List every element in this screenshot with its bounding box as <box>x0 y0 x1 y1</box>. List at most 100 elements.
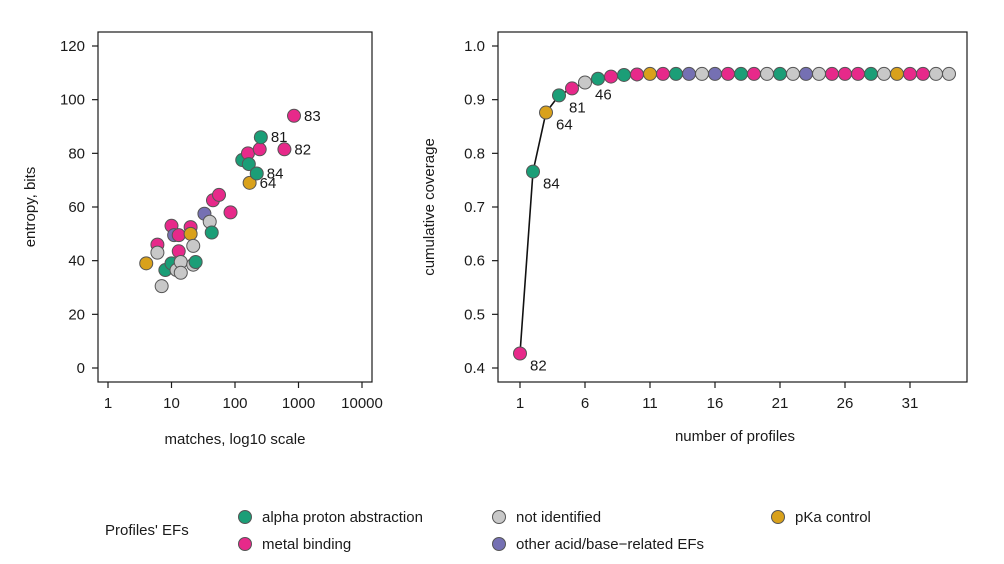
legend-title: Profiles' EFs <box>105 522 189 539</box>
coverage-point <box>513 346 527 361</box>
scatter-point <box>154 279 169 294</box>
coverage-x-tick-label: 26 <box>837 395 854 412</box>
scatter-point <box>241 157 256 172</box>
scatter-point <box>183 226 198 241</box>
coverage-point <box>877 66 891 81</box>
coverage-point <box>656 66 670 81</box>
legend-entry-metal-binding: metal binding <box>238 536 351 553</box>
scatter-point <box>186 238 201 253</box>
coverage-point-label: 82 <box>530 358 547 375</box>
scatter-y-tick-label: 40 <box>68 253 85 270</box>
scatter-x-tick-label: 1 <box>104 395 112 412</box>
scatter-y-axis-label: entropy, bits <box>22 167 39 248</box>
coverage-y-tick-label: 1.0 <box>464 38 485 55</box>
legend-label-other-acid-base: other acid/base−related EFs <box>516 536 704 553</box>
coverage-point <box>682 66 696 81</box>
scatter-point <box>212 187 227 202</box>
scatter-point <box>171 228 186 243</box>
coverage-point <box>786 66 800 81</box>
coverage-point <box>864 66 878 81</box>
scatter-point-label: 83 <box>304 108 321 125</box>
coverage-point <box>799 66 813 81</box>
scatter-axis-ticks: 1 10 100 1000 10000 0 20 40 60 80 100 120 <box>60 38 383 412</box>
scatter-point <box>249 166 264 181</box>
coverage-y-tick-label: 0.4 <box>464 360 485 377</box>
coverage-point <box>578 75 592 90</box>
coverage-point <box>695 66 709 81</box>
coverage-point <box>734 66 748 81</box>
coverage-point <box>812 66 826 81</box>
legend-entry-not-identified: not identified <box>492 509 601 526</box>
coverage-point <box>565 81 579 96</box>
coverage-point <box>552 88 566 103</box>
scatter-point <box>150 245 165 260</box>
legend-swatch-other-acid-base <box>492 537 506 551</box>
coverage-point <box>916 66 930 81</box>
coverage-y-axis-label: cumulative coverage <box>421 138 438 276</box>
scatter-x-tick-label: 10000 <box>341 395 383 412</box>
coverage-x-axis-label: number of profiles <box>675 428 795 445</box>
coverage-axis-ticks: 1 6 11 16 21 26 310.40.50.60.70.80.91.0 <box>464 38 918 412</box>
coverage-point <box>708 66 722 81</box>
legend-label-pka-control: pKa control <box>795 509 871 526</box>
coverage-point <box>890 66 904 81</box>
coverage-y-tick-label: 0.8 <box>464 145 485 162</box>
coverage-point <box>539 105 553 120</box>
coverage-point <box>526 164 540 179</box>
coverage-point <box>721 66 735 81</box>
coverage-y-tick-label: 0.9 <box>464 92 485 109</box>
coverage-point <box>825 66 839 81</box>
coverage-point-label: 84 <box>543 176 560 193</box>
scatter-y-tick-label: 80 <box>68 145 85 162</box>
coverage-point-label: 81 <box>569 99 586 116</box>
coverage-point-label: 46 <box>595 86 612 103</box>
coverage-point <box>747 66 761 81</box>
coverage-y-tick-label: 0.6 <box>464 253 485 270</box>
coverage-panel: 1 6 11 16 21 26 310.40.50.60.70.80.91.0 828464… <box>421 31 968 445</box>
coverage-point <box>903 66 917 81</box>
scatter-point-label: 84 <box>267 165 284 182</box>
coverage-point-label: 64 <box>556 117 573 134</box>
scatter-point <box>204 225 219 240</box>
scatter-point <box>139 256 154 271</box>
scatter-point <box>253 130 268 145</box>
coverage-x-tick-label: 11 <box>642 395 658 412</box>
coverage-x-tick-label: 21 <box>772 395 789 412</box>
coverage-point <box>604 69 618 84</box>
scatter-point <box>252 142 267 157</box>
legend-swatch-not-identified <box>492 510 506 524</box>
legend-label-alpha-proton-abstraction: alpha proton abstraction <box>262 509 423 526</box>
scatter-y-tick-label: 0 <box>77 360 85 377</box>
coverage-point <box>760 66 774 81</box>
scatter-point <box>287 108 302 123</box>
scatter-point <box>223 205 238 220</box>
coverage-x-tick-label: 6 <box>581 395 589 412</box>
coverage-y-tick-label: 0.5 <box>464 306 485 323</box>
scatter-point-label: 81 <box>271 129 288 146</box>
coverage-point <box>630 67 644 82</box>
scatter-point <box>188 255 203 270</box>
coverage-x-tick-label: 16 <box>707 395 724 412</box>
scatter-x-tick-label: 1000 <box>282 395 315 412</box>
scatter-y-tick-label: 60 <box>68 199 85 216</box>
legend-swatch-metal-binding <box>238 537 252 551</box>
scatter-x-tick-label: 10 <box>163 395 180 412</box>
scatter-y-tick-label: 20 <box>68 306 85 323</box>
legend-swatch-alpha-proton-abstraction <box>238 510 252 524</box>
coverage-point <box>591 71 605 86</box>
coverage-x-tick-label: 31 <box>902 395 919 412</box>
scatter-x-axis-label: matches, log10 scale <box>165 431 306 448</box>
coverage-point <box>669 66 683 81</box>
scatter-y-tick-label: 120 <box>60 38 85 55</box>
coverage-point <box>773 66 787 81</box>
legend-entry-alpha-proton-abstraction: alpha proton abstraction <box>238 509 423 526</box>
coverage-point <box>643 66 657 81</box>
legend-label-metal-binding: metal binding <box>262 536 351 553</box>
coverage-y-tick-label: 0.7 <box>464 199 485 216</box>
legend-entry-pka-control: pKa control <box>771 509 871 526</box>
legend-swatch-pka-control <box>771 510 785 524</box>
